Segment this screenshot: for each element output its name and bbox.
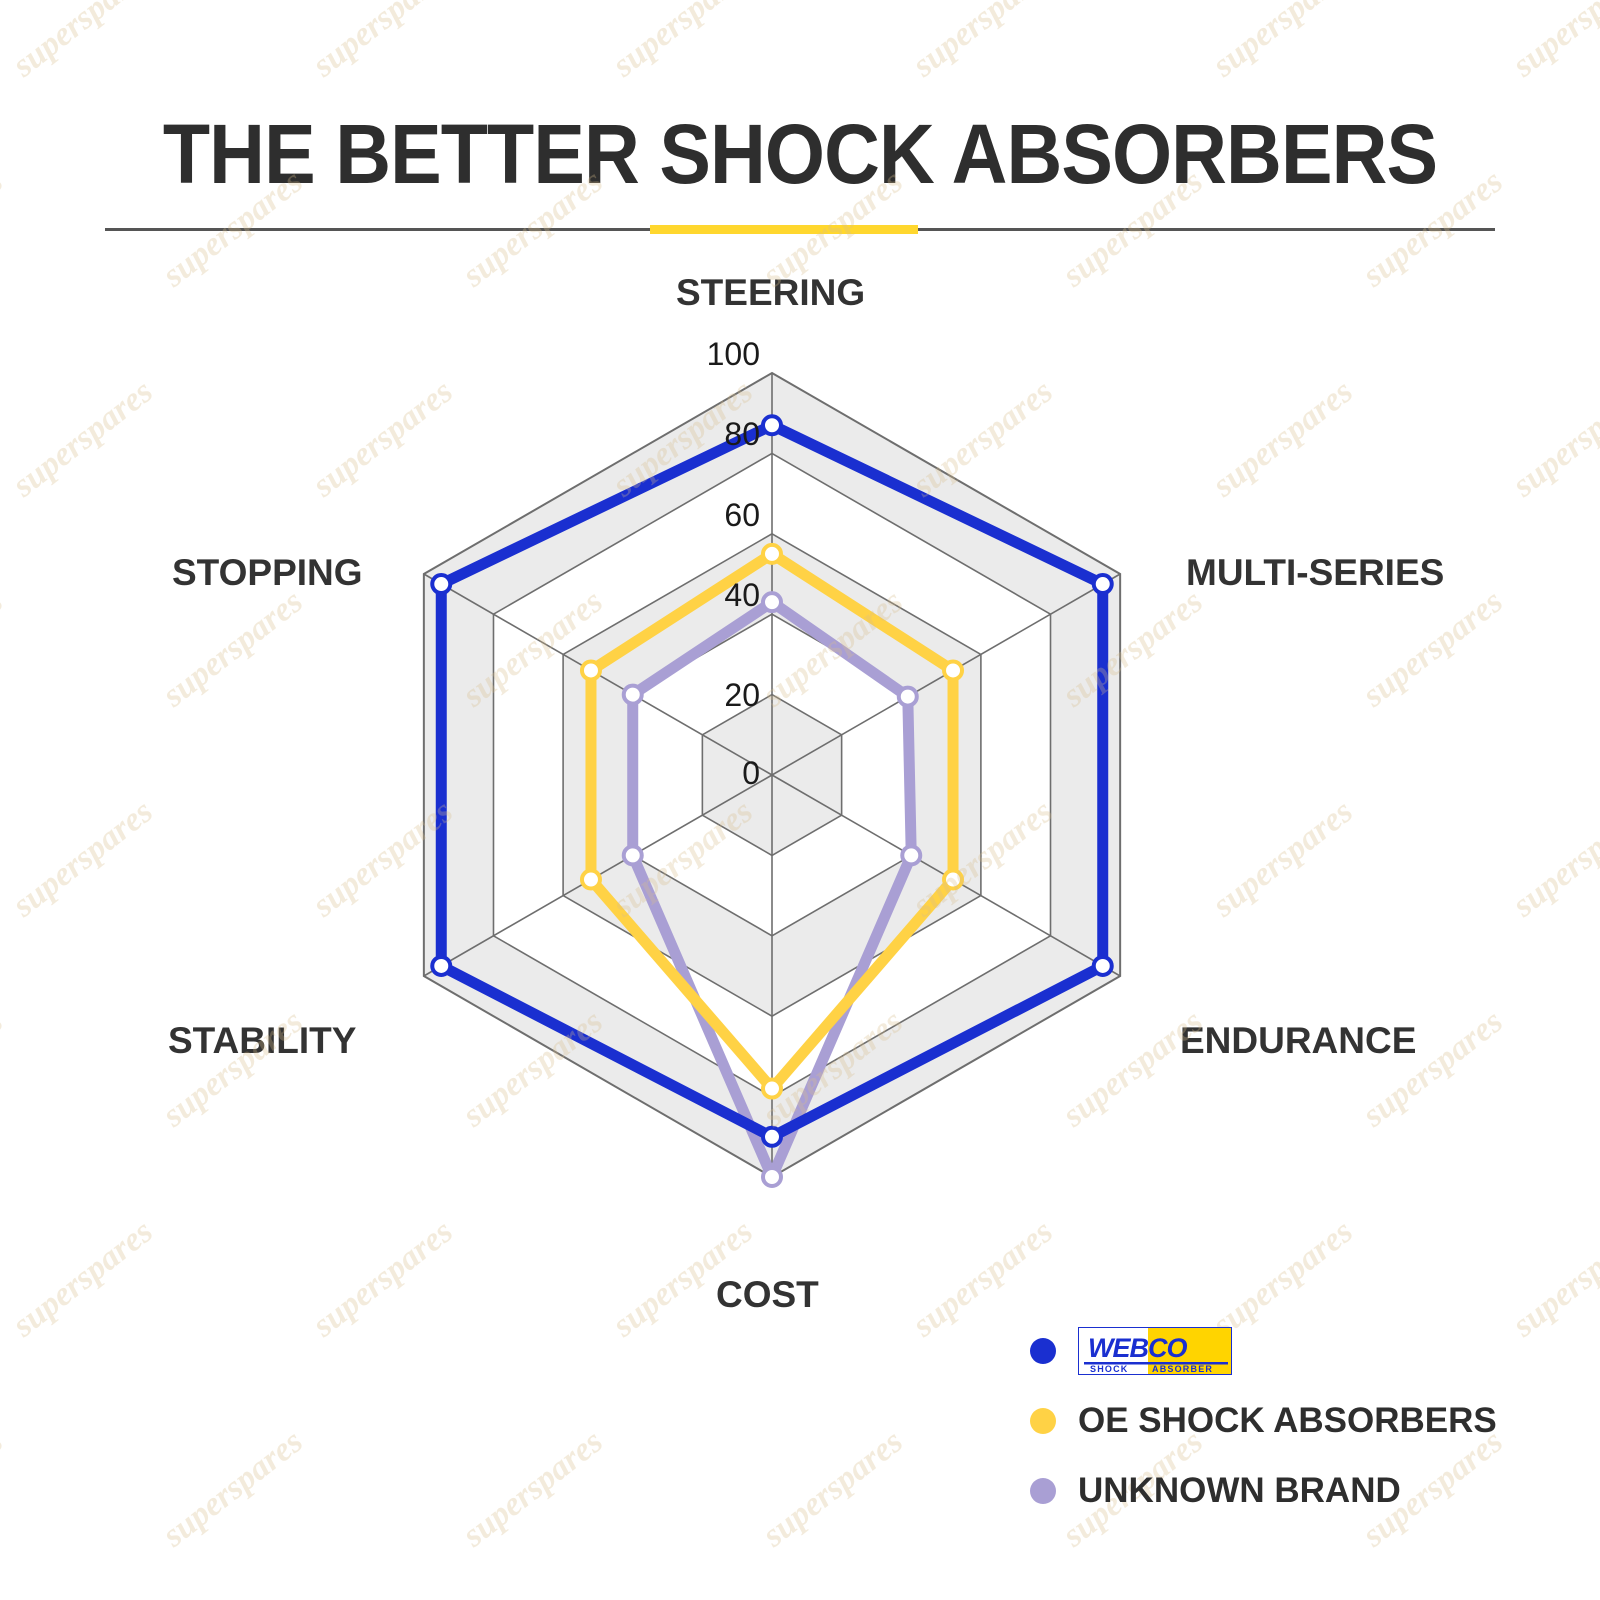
radar-data-point[interactable] [761, 1077, 783, 1100]
radar-data-point[interactable] [900, 844, 923, 867]
legend-item-oe-shock-absorbers[interactable]: OE SHOCK ABSORBERS [1030, 1390, 1497, 1452]
axis-label-cost: COST [716, 1274, 819, 1315]
legend-item-webco[interactable]: WEBCO SHOCK ABSORBER [1030, 1320, 1497, 1382]
radar-data-point[interactable] [621, 683, 644, 706]
axis-label-multi-series: MULTI-SERIES [1186, 552, 1445, 593]
webco-logo: WEBCO SHOCK ABSORBER [1077, 1326, 1233, 1376]
tick-label-60: 60 [724, 497, 760, 533]
tick-label-40: 40 [724, 577, 760, 613]
tick-label-100: 100 [706, 336, 760, 372]
legend-swatch-unknown-brand [1030, 1478, 1056, 1504]
radar-data-point[interactable] [761, 542, 783, 565]
legend-swatch-oe-shock-absorbers [1030, 1408, 1056, 1434]
radar-grid-band [563, 533, 981, 1017]
radar-data-point[interactable] [942, 659, 965, 682]
radar-data-point[interactable] [761, 591, 783, 614]
svg-text:WEBCO: WEBCO [1088, 1333, 1187, 1363]
legend-label-unknown-brand: UNKNOWN BRAND [1078, 1471, 1401, 1510]
title-accent-bar [650, 225, 918, 234]
page-title: THE BETTER SHOCK ABSORBERS [162, 107, 1438, 201]
legend-swatch-webco [1030, 1338, 1056, 1364]
tick-label-80: 80 [724, 416, 760, 452]
radar-data-point[interactable] [430, 573, 453, 596]
radar-data-point[interactable] [430, 954, 453, 977]
axis-label-endurance: ENDURANCE [1180, 1020, 1417, 1061]
axis-label-stopping: STOPPING [172, 552, 363, 593]
radar-data-point[interactable] [621, 844, 644, 867]
legend-label-oe-shock-absorbers: OE SHOCK ABSORBERS [1078, 1401, 1497, 1440]
svg-text:SHOCK: SHOCK [1090, 1364, 1129, 1374]
axis-label-steering: STEERING [676, 272, 866, 313]
axis-label-stability: STABILITY [168, 1020, 357, 1061]
tick-label-0: 0 [742, 755, 760, 791]
radar-data-point[interactable] [579, 868, 602, 891]
radar-data-point[interactable] [761, 1125, 783, 1148]
radar-data-point[interactable] [761, 414, 783, 437]
radar-data-point[interactable] [579, 659, 602, 682]
svg-text:ABSORBER: ABSORBER [1152, 1364, 1213, 1374]
chart-legend: WEBCO SHOCK ABSORBER OE SHOCK ABSORBERS … [1030, 1320, 1497, 1530]
radar-data-point[interactable] [1091, 573, 1114, 596]
legend-item-unknown-brand[interactable]: UNKNOWN BRAND [1030, 1460, 1497, 1522]
radar-data-point[interactable] [942, 868, 965, 891]
radar-data-point[interactable] [761, 1166, 783, 1188]
radar-data-point[interactable] [1091, 954, 1114, 977]
tick-label-20: 20 [724, 677, 760, 713]
radar-data-point[interactable] [896, 685, 919, 708]
